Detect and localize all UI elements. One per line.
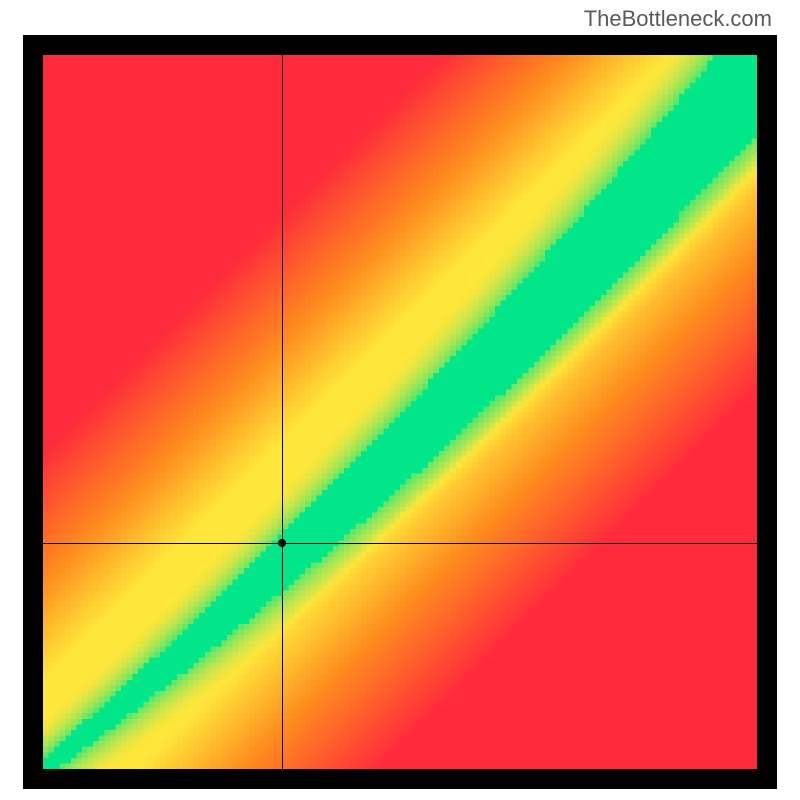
heatmap-canvas [43,55,757,769]
watermark-text: TheBottleneck.com [584,6,772,32]
crosshair-horizontal [43,543,757,544]
plot-frame [23,35,777,789]
crosshair-vertical [282,55,283,769]
crosshair-dot [278,539,286,547]
plot-area [43,55,757,769]
